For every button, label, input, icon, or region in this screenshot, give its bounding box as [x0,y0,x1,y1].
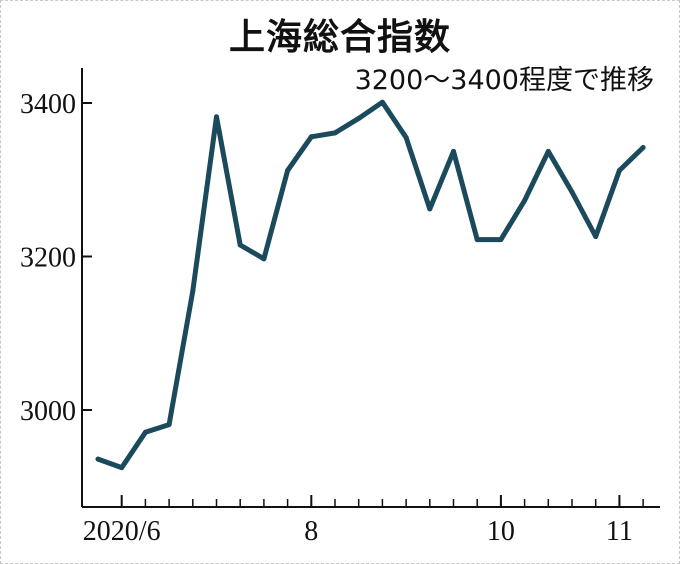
x-tick-label: 10 [487,516,515,547]
chart-title: 上海総合指数 [228,17,451,58]
data-point [498,237,504,243]
data-point [261,256,267,262]
series-line [95,99,646,471]
data-point [119,465,125,471]
data-point [474,237,480,243]
data-point [593,234,599,240]
data-point [332,130,338,136]
data-point [356,115,362,121]
y-tick-label: 3200 [20,243,76,274]
y-tick-label: 3000 [20,396,76,427]
data-point [142,429,148,435]
x-tick-label: 8 [304,516,318,547]
data-point [522,197,528,203]
data-point [285,168,291,174]
data-point [166,422,172,428]
data-point [640,145,646,151]
data-point [545,148,551,154]
x-tick-label: 2020/6 [83,516,161,547]
y-tick-label: 3400 [20,89,76,120]
data-point [308,134,314,140]
data-point [403,135,409,141]
data-point [569,189,575,195]
data-point [214,114,219,120]
chart-subtitle: 3200～3400程度で推移 [354,65,654,96]
data-point [190,288,196,294]
data-point [95,456,101,462]
data-point [427,206,433,212]
data-point [616,168,622,174]
data-point [237,242,243,248]
data-point [379,99,385,105]
x-tick-label: 11 [606,516,633,547]
data-point [451,148,456,154]
